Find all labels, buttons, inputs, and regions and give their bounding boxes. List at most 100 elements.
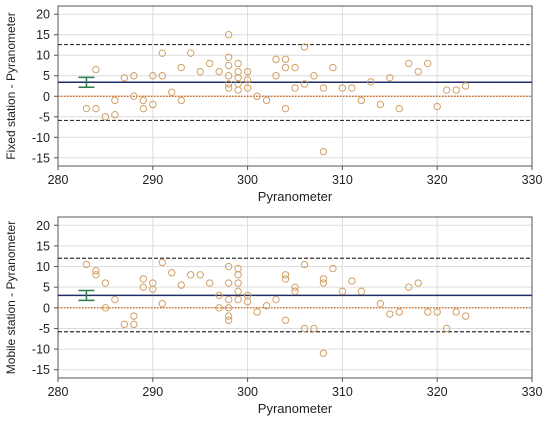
data-point	[149, 279, 157, 287]
x-tick-label: 280	[48, 173, 69, 187]
data-point	[281, 316, 290, 324]
data-point	[82, 104, 91, 113]
data-point	[376, 299, 385, 308]
data-point	[130, 320, 138, 329]
data-point	[414, 67, 422, 76]
y-tick-label: -15	[32, 363, 50, 377]
mean-ci-marker	[78, 76, 95, 88]
data-point	[187, 49, 195, 57]
data-point	[452, 86, 460, 94]
data-point	[395, 104, 403, 113]
data-point	[158, 299, 166, 308]
x-tick-label: 330	[522, 173, 543, 187]
data-point	[215, 304, 223, 312]
data-point	[111, 111, 119, 119]
y-tick-label: 10	[36, 260, 50, 274]
mean-ci-marker	[78, 289, 95, 302]
data-point	[300, 324, 309, 333]
data-point	[205, 279, 214, 287]
data-point	[262, 302, 271, 310]
data-point	[224, 262, 233, 271]
data-point	[281, 63, 290, 72]
y-tick-label: -5	[39, 322, 50, 336]
data-point	[405, 59, 413, 68]
x-tick-label: 310	[332, 385, 353, 399]
data-point	[139, 283, 148, 291]
data-point	[139, 96, 148, 105]
data-point	[395, 308, 403, 316]
y-axis-label: Fixed station - Pyranometer	[4, 12, 18, 159]
y-tick-label: -10	[32, 343, 50, 357]
data-point	[130, 312, 138, 320]
data-point	[243, 297, 252, 306]
data-point	[442, 324, 451, 333]
data-point	[243, 84, 252, 92]
x-tick-label: 300	[237, 385, 258, 399]
data-point	[92, 65, 100, 74]
data-point	[376, 100, 385, 109]
data-point	[130, 72, 138, 80]
data-point	[234, 287, 242, 296]
data-point	[177, 281, 185, 289]
grid	[57, 217, 533, 378]
x-tick-label: 320	[427, 385, 448, 399]
data-point	[139, 104, 148, 113]
data-point	[120, 74, 129, 82]
y-tick-label: -10	[32, 131, 50, 145]
panel-fixed-station: -15 -10 -5 0 5 10 15 20 280 290 300 310 320 330 Fixed …	[4, 5, 543, 204]
data-point	[82, 260, 91, 269]
data-point	[168, 88, 176, 96]
data-point	[187, 271, 195, 279]
data-point	[281, 275, 290, 283]
data-point	[348, 84, 356, 92]
data-point	[310, 324, 318, 333]
x-axis-label: Pyranometer	[258, 401, 333, 416]
data-point	[168, 269, 176, 277]
x-tick-label: 300	[237, 173, 258, 187]
data-point	[120, 320, 129, 329]
data-point	[149, 72, 157, 80]
data-point	[281, 271, 290, 279]
y-tick-label: 20	[36, 219, 50, 233]
data-point	[319, 349, 328, 357]
x-tick-label: 330	[522, 385, 543, 399]
y-tick-label: 0	[43, 90, 50, 104]
data-point	[253, 308, 261, 316]
data-point	[461, 82, 470, 90]
data-point	[253, 92, 261, 100]
data-point	[101, 304, 110, 312]
data-point	[338, 287, 347, 296]
data-point	[405, 283, 413, 291]
data-point	[224, 295, 233, 304]
data-point	[367, 78, 375, 86]
data-point	[319, 279, 328, 287]
data-point	[262, 96, 271, 105]
y-tick-label: 0	[43, 301, 50, 315]
data-point	[461, 312, 470, 320]
data-point	[111, 295, 119, 304]
data-point	[92, 266, 100, 275]
data-point	[357, 96, 366, 105]
x-tick-label: 280	[48, 385, 69, 399]
y-axis-label: Mobile station - Pyranometer	[4, 221, 18, 374]
x-tick-label: 310	[332, 173, 353, 187]
data-point	[224, 316, 233, 324]
data-point	[224, 84, 233, 92]
data-point	[111, 96, 119, 105]
y-tick-label: -15	[32, 151, 50, 165]
data-point	[433, 308, 441, 316]
data-points	[82, 31, 470, 156]
y-tick-label: 10	[36, 49, 50, 63]
x-tick-label: 320	[427, 173, 448, 187]
data-point	[234, 86, 242, 94]
data-point	[329, 63, 337, 72]
data-point	[234, 67, 242, 76]
data-point	[272, 55, 280, 64]
data-point	[224, 72, 233, 80]
data-point	[196, 67, 204, 76]
data-point	[215, 291, 223, 300]
data-point	[291, 283, 299, 291]
x-tick-label: 290	[142, 173, 163, 187]
data-point	[158, 258, 166, 267]
